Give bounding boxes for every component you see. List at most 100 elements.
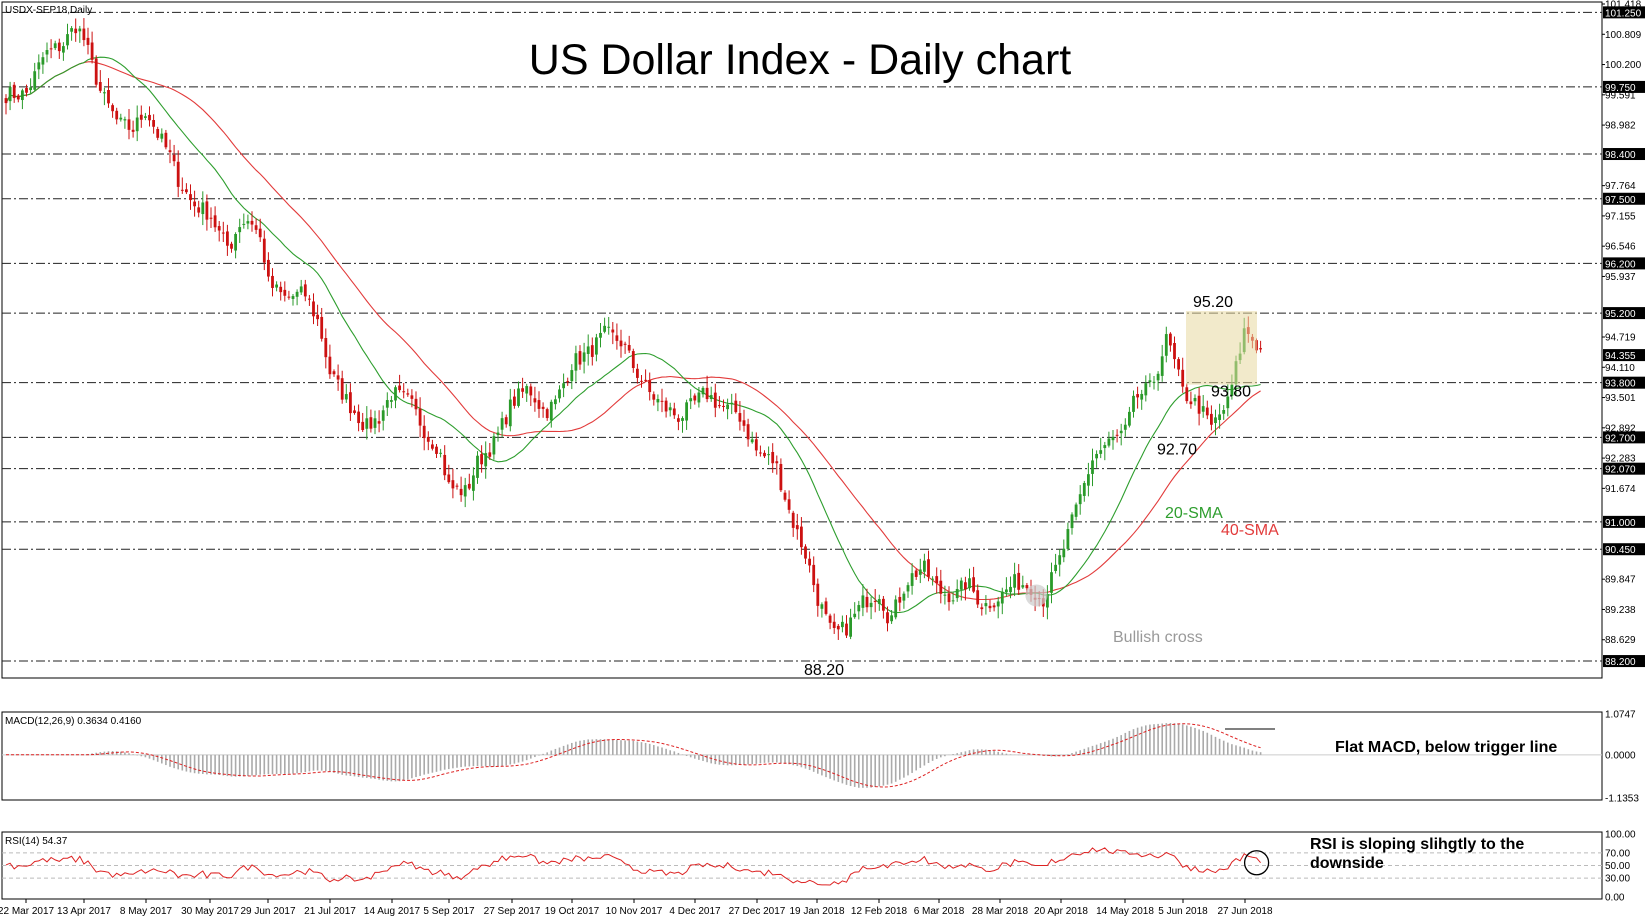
price-panel-frame [1,1,1603,679]
rsi-annotation-line1: RSI is sloping slihgtly to the [1310,836,1524,853]
candle-body [1128,411,1131,426]
x-tick-label: 4 Dec 2017 [669,906,721,917]
candle-body [156,129,160,138]
candle-body [1193,398,1197,402]
candle-body [558,389,561,399]
candle-body [582,352,586,362]
candle-body [1111,436,1115,441]
candle-body [759,452,762,454]
candle-body [37,62,41,70]
candle-body [836,625,840,630]
candle-body [681,418,684,421]
candle-body [672,408,676,416]
rsi-tick-label: 50.00 [1605,861,1630,872]
price-tick-label: 92.283 [1605,454,1636,465]
candle-body [1074,504,1078,517]
candle-body [1181,369,1185,387]
candle-body [1226,396,1230,409]
candle-body [574,353,578,371]
candle-body [320,316,324,339]
x-tick-label: 19 Oct 2017 [545,906,600,917]
candle-body [197,207,201,213]
x-tick-label: 6 Mar 2018 [914,906,965,917]
macd-signal-line [6,723,1261,788]
candle-body [119,117,123,120]
candle-body [1197,395,1201,414]
candle-body [1140,393,1144,400]
candle-body [513,396,516,406]
candle-body [1230,384,1234,396]
candle-body [603,325,606,332]
x-tick-label: 20 Apr 2018 [1034,906,1088,917]
candle-body [90,42,94,60]
x-tick-label: 27 Jun 2018 [1217,906,1272,917]
candle-body [492,436,496,455]
candle-body [369,417,373,429]
candle-body [62,46,65,53]
candle-body [652,394,656,400]
candle-body [750,439,754,443]
candle-body [590,345,594,357]
candle-body [783,492,787,500]
candle-body [148,114,151,121]
x-tick-label: 10 Nov 2017 [606,906,663,917]
candle-body [336,375,340,380]
candle-body [1095,453,1098,459]
candle-body [525,386,529,394]
label-40-sma: 40-SMA [1221,522,1279,539]
candle-body [562,383,565,389]
candle-body [910,573,914,586]
candle-body [660,400,664,402]
candle-body [98,82,102,91]
level-price-box [1603,543,1645,556]
candle-body [123,119,127,121]
candle-body [984,603,988,607]
candle-body [545,409,549,419]
price-tick-label: 97.155 [1605,211,1636,222]
candle-body [431,444,434,449]
candle-body [517,388,520,406]
candle-body [1005,589,1008,593]
x-tick-label: 14 Aug 2017 [364,906,421,917]
candle-body [1013,574,1016,588]
level-price-box [1603,462,1645,475]
candle-body [972,577,975,592]
candle-body [70,28,73,32]
candle-body [16,95,20,100]
price-tick-label: 89.238 [1605,605,1636,616]
candle-body [344,394,348,400]
candle-body [1189,401,1193,405]
candle-body [1214,417,1217,424]
level-price-box [1603,431,1645,444]
macd-panel-frame [1,711,1603,801]
candle-body [508,399,512,427]
candle-body [472,475,475,491]
candle-body [467,483,471,489]
candle-body [738,413,742,422]
price-tick-label: 94.110 [1605,363,1635,374]
candle-body [951,600,955,602]
candle-body [385,400,389,408]
candle-body [439,452,442,454]
candle-body [697,392,701,403]
candle-body [49,48,53,50]
level-price-label: 94.355 [1605,351,1636,362]
candle-body [787,499,791,510]
candle-body [1119,430,1123,434]
candle-body [308,298,311,300]
candle-body [287,296,291,298]
candle-body [619,340,623,347]
candle-body [599,332,602,338]
candle-body [804,546,807,559]
candle-body [906,585,910,592]
candle-body [595,337,598,355]
label-88-20: 88.20 [804,662,844,679]
candle-body [939,580,943,594]
level-price-label: 96.200 [1605,259,1636,270]
candle-body [21,90,24,101]
candle-body [693,395,697,401]
candle-body [857,605,861,612]
candle-body [29,87,32,91]
candle-body [1017,572,1021,590]
level-price-label: 101.250 [1605,8,1642,19]
